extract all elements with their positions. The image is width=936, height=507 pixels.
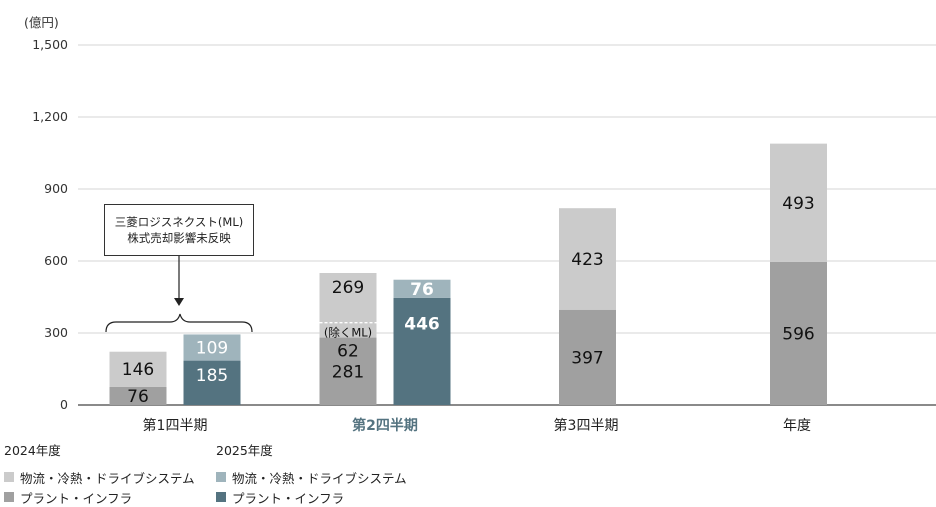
y-axis-ticks: 0 300 600 900 1,200 1,500	[32, 37, 68, 412]
bar-segment-logistics	[770, 143, 827, 262]
arrow-head	[174, 298, 184, 306]
bar-segment-plant	[109, 386, 167, 405]
x-tick-label: 年度	[783, 418, 811, 434]
legend-swatch	[4, 492, 14, 502]
y-tick-label: 900	[44, 181, 68, 196]
legend-2025: 2025年度 物流・冷熱・ドライブシステム プラント・インフラ	[216, 440, 407, 507]
data-label: 446	[404, 314, 440, 334]
bar-segment-plant	[319, 337, 377, 405]
y-tick-label: 600	[44, 253, 68, 268]
bar-segment-logistics	[183, 334, 241, 361]
bar-segment-plant	[393, 297, 451, 405]
x-tick-label: 第2四半期	[352, 417, 418, 434]
y-tick-label: 300	[44, 325, 68, 340]
legend-label: 物流・冷熱・ドライブシステム	[232, 470, 407, 486]
excl-ml-value: 62	[337, 342, 359, 362]
unit-label: (億円)	[24, 15, 59, 30]
y-tick-label: 0	[60, 397, 68, 412]
data-label: 423	[571, 250, 603, 270]
annotation-marks	[105, 256, 377, 333]
y-tick-label: 1,500	[32, 37, 68, 52]
data-label: 76	[127, 387, 149, 407]
data-label: 281	[332, 362, 364, 382]
excl-ml-label: (除くML)	[324, 326, 372, 340]
data-label: 269	[332, 278, 364, 298]
legend-2024-title: 2024年度	[4, 443, 61, 458]
legend-2024: 2024年度 物流・冷熱・ドライブシステム プラント・インフラ	[4, 440, 195, 507]
x-tick-label: 第3四半期	[554, 417, 619, 434]
legend-swatch	[216, 472, 226, 482]
legend-2025-item-logistics: 物流・冷熱・ドライブシステム	[216, 467, 407, 487]
q1-annotation-box: 三菱ロジスネクスト(ML) 株式売却影響未反映	[104, 204, 254, 256]
q1-note-line-1: 三菱ロジスネクスト(ML)	[114, 215, 244, 229]
y-tick-label: 1,200	[32, 109, 68, 124]
bar-labels: 76 146 185 109 281 269 446 76 397 423 596 493 (除くML)…	[122, 194, 815, 407]
bar-segment-logistics	[319, 273, 377, 338]
data-label: 146	[122, 360, 154, 380]
bar-segment-logistics	[109, 351, 167, 387]
legend-swatch	[4, 472, 14, 482]
legend-2025-title: 2025年度	[216, 443, 273, 458]
data-label: 109	[196, 339, 228, 359]
data-label: 76	[410, 280, 434, 300]
data-label: 493	[782, 194, 814, 214]
legend-label: 物流・冷熱・ドライブシステム	[20, 470, 195, 486]
x-axis-labels: 第1四半期 第2四半期 第3四半期 年度	[143, 417, 811, 434]
bar-segment-logistics	[393, 279, 451, 298]
legend-label: プラント・インフラ	[20, 490, 133, 506]
legend-2024-item-logistics: 物流・冷熱・ドライブシステム	[4, 467, 195, 487]
bar-segment-plant	[559, 309, 616, 405]
legend-2025-item-plant: プラント・インフラ	[216, 487, 407, 507]
data-label: 397	[571, 348, 603, 368]
bar-segment-plant	[770, 261, 827, 405]
legend-2024-item-plant: プラント・インフラ	[4, 487, 195, 507]
legend-swatch	[216, 492, 226, 502]
q1-note-line-2: 株式売却影響未反映	[127, 231, 231, 245]
data-label: 185	[196, 366, 228, 386]
legend-label: プラント・インフラ	[232, 490, 345, 506]
bar-segment-plant	[183, 360, 241, 405]
bars	[109, 143, 827, 405]
x-tick-label: 第1四半期	[143, 417, 208, 434]
brace	[105, 313, 253, 333]
bar-segment-logistics	[559, 208, 616, 310]
data-label: 596	[782, 324, 814, 344]
